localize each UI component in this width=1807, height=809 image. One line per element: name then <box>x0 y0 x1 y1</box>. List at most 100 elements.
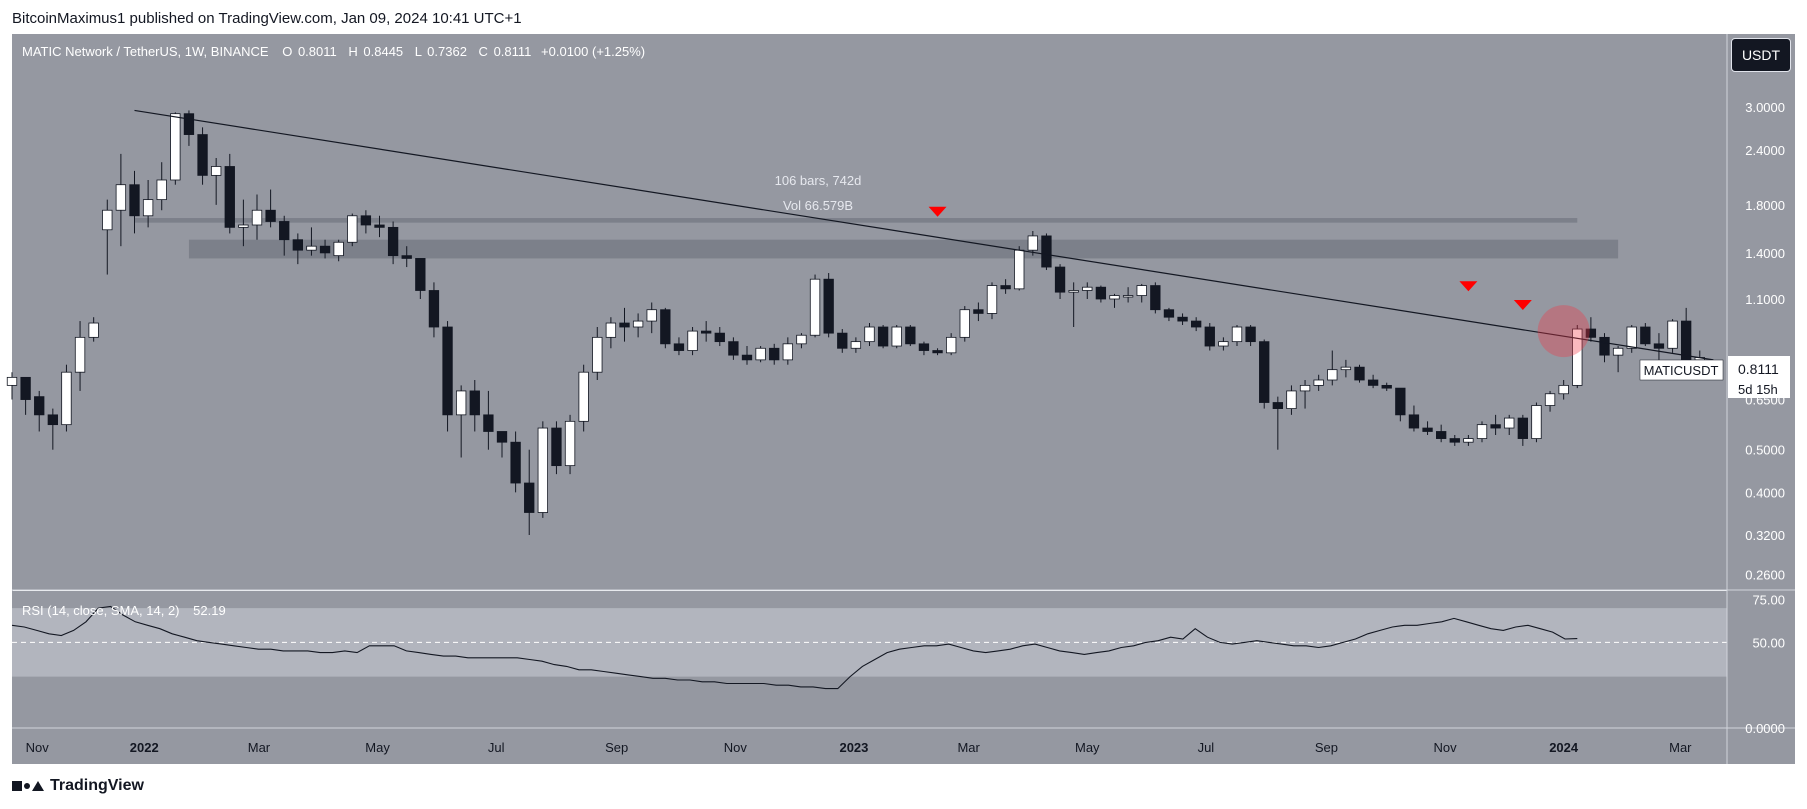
candle <box>877 326 889 347</box>
candle <box>115 184 127 211</box>
candle <box>347 215 358 243</box>
candle <box>170 113 181 181</box>
rsi-tick-label: 0.0000 <box>1745 721 1785 736</box>
candle <box>796 334 807 345</box>
time-tick-label: Sep <box>1315 740 1338 755</box>
candle <box>333 241 344 257</box>
candle <box>292 239 303 251</box>
candle <box>619 322 630 328</box>
price-tick-label: 0.2600 <box>1745 568 1785 583</box>
price-tick-label: 0.4000 <box>1745 485 1785 500</box>
candle <box>537 427 548 513</box>
time-tick-label: Mar <box>248 740 271 755</box>
candle <box>782 343 793 361</box>
last-price: 0.8111 <box>1738 361 1779 377</box>
candle <box>524 482 535 513</box>
resistance-rejection-marker <box>1459 281 1478 292</box>
resistance-zone <box>134 218 1578 223</box>
candle <box>755 347 766 361</box>
candle <box>1150 285 1161 311</box>
candle <box>578 371 589 422</box>
candle <box>456 390 467 416</box>
time-tick-label: 2023 <box>839 740 868 755</box>
candle <box>891 326 902 347</box>
candle <box>1572 328 1583 386</box>
candle <box>1667 320 1678 349</box>
price-tag-bg <box>1728 356 1790 398</box>
candle <box>1259 341 1270 403</box>
candle <box>401 255 412 259</box>
candle <box>1395 387 1406 416</box>
candle <box>129 184 140 217</box>
candle <box>1463 438 1474 443</box>
candle <box>1000 285 1011 290</box>
candle <box>183 113 195 135</box>
tradingview-logo[interactable]: TradingView <box>12 777 144 795</box>
candle <box>387 226 399 257</box>
candle <box>1408 414 1420 429</box>
candle <box>605 322 617 338</box>
legend-symbol: MATIC Network / TetherUS, 1W, BINANCE <box>22 44 269 59</box>
legend-low-label: L <box>415 44 422 59</box>
candle <box>415 258 426 291</box>
candle <box>1299 384 1311 392</box>
time-tick-label: Jul <box>488 740 505 755</box>
candle <box>1327 369 1338 381</box>
candle <box>714 332 725 343</box>
candle <box>918 343 930 351</box>
candle <box>1054 266 1066 293</box>
candle <box>1313 379 1324 386</box>
candle <box>6 376 18 386</box>
candle <box>1436 431 1447 439</box>
candle <box>20 376 31 400</box>
candle <box>959 309 970 338</box>
candle <box>442 326 453 416</box>
candle <box>1449 438 1460 443</box>
candle <box>238 224 249 228</box>
currency-button[interactable]: USDT <box>1731 38 1791 72</box>
rsi-tick-label: 50.00 <box>1752 635 1785 650</box>
candle <box>687 330 698 351</box>
candle <box>224 166 235 228</box>
candle <box>1231 326 1243 343</box>
candle <box>374 224 385 228</box>
candle <box>211 166 222 176</box>
price-pane-bg <box>12 34 1727 590</box>
time-axis-bg <box>12 728 1795 764</box>
candle <box>1136 285 1147 296</box>
candle <box>47 414 58 426</box>
candle <box>1218 341 1229 347</box>
candle <box>701 330 712 334</box>
candle <box>510 441 521 484</box>
candle <box>564 420 576 467</box>
tradingview-logo-icon <box>12 781 44 791</box>
candle <box>61 371 72 426</box>
candle <box>592 336 603 373</box>
measure-volume: Vol 66.579B <box>783 198 853 213</box>
candle <box>360 215 372 226</box>
candle <box>932 350 943 354</box>
price-tag: MATICUSDT 0.8111 5d 15h <box>1639 356 1790 398</box>
candle <box>1163 309 1175 318</box>
candle <box>1082 286 1093 291</box>
candle <box>469 390 480 416</box>
candle <box>1558 384 1569 395</box>
candle <box>1612 347 1624 356</box>
time-tick-label: Mar <box>957 740 980 755</box>
time-tick-label: May <box>365 740 390 755</box>
candle <box>809 278 821 336</box>
candle <box>646 309 657 322</box>
price-tick-label: 1.8000 <box>1745 198 1785 213</box>
price-tick-label: 3.0000 <box>1745 100 1785 115</box>
candle <box>197 134 208 176</box>
candle <box>1626 326 1637 349</box>
symbol-tag: MATICUSDT <box>1644 363 1719 378</box>
price-tick-label: 2.4000 <box>1745 143 1785 158</box>
time-tick-label: Nov <box>724 740 748 755</box>
time-tick-label: 2024 <box>1549 740 1579 755</box>
rsi-value: 52.19 <box>193 603 226 618</box>
price-tick-label: 1.1000 <box>1745 292 1785 307</box>
candle <box>1204 326 1215 347</box>
overlays <box>134 109 1714 361</box>
